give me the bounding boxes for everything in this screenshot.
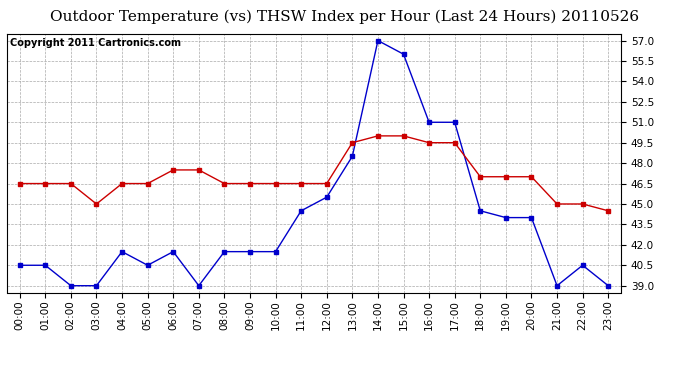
Text: Outdoor Temperature (vs) THSW Index per Hour (Last 24 Hours) 20110526: Outdoor Temperature (vs) THSW Index per … — [50, 9, 640, 24]
Text: Copyright 2011 Cartronics.com: Copyright 2011 Cartronics.com — [10, 38, 181, 48]
